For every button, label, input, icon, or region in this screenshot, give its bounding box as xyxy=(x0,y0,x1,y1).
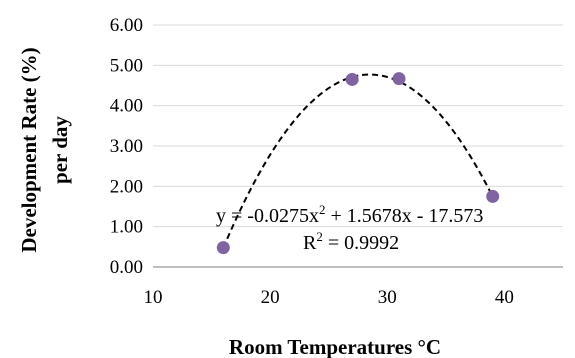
data-points xyxy=(216,72,500,255)
data-point xyxy=(392,72,406,86)
y-tick-label: 1.00 xyxy=(110,217,143,238)
trendline xyxy=(222,73,494,249)
x-tick-label: 40 xyxy=(495,287,514,308)
x-tick-labels: 10 20 30 40 xyxy=(144,287,514,308)
y-axis-title-line-1: Development Rate (%) xyxy=(17,47,41,252)
y-tick-label: 0.00 xyxy=(110,257,143,278)
x-axis-title: Room Temperatures °C xyxy=(229,335,441,358)
r-squared-label: R2 = 0.9992 xyxy=(303,229,399,254)
y-tick-label: 2.00 xyxy=(110,176,143,197)
x-tick-label: 10 xyxy=(144,287,163,308)
y-axis-title: Development Rate (%) per day xyxy=(17,47,72,252)
y-tick-label: 5.00 xyxy=(110,55,143,76)
y-tick-label: 4.00 xyxy=(110,96,143,117)
data-point xyxy=(345,72,359,86)
data-point xyxy=(486,189,500,203)
data-point xyxy=(216,241,230,255)
trendline-equation: y = -0.0275x2 + 1.5678x - 17.573 xyxy=(216,202,483,227)
y-axis-title-line-2: per day xyxy=(48,116,72,184)
y-tick-label: 3.00 xyxy=(110,136,143,157)
y-tick-label: 6.00 xyxy=(110,15,143,36)
x-tick-label: 30 xyxy=(378,287,397,308)
x-tick-label: 20 xyxy=(261,287,280,308)
y-tick-labels: 0.00 1.00 2.00 3.00 4.00 5.00 6.00 xyxy=(110,15,143,278)
grid-lines xyxy=(153,24,563,228)
